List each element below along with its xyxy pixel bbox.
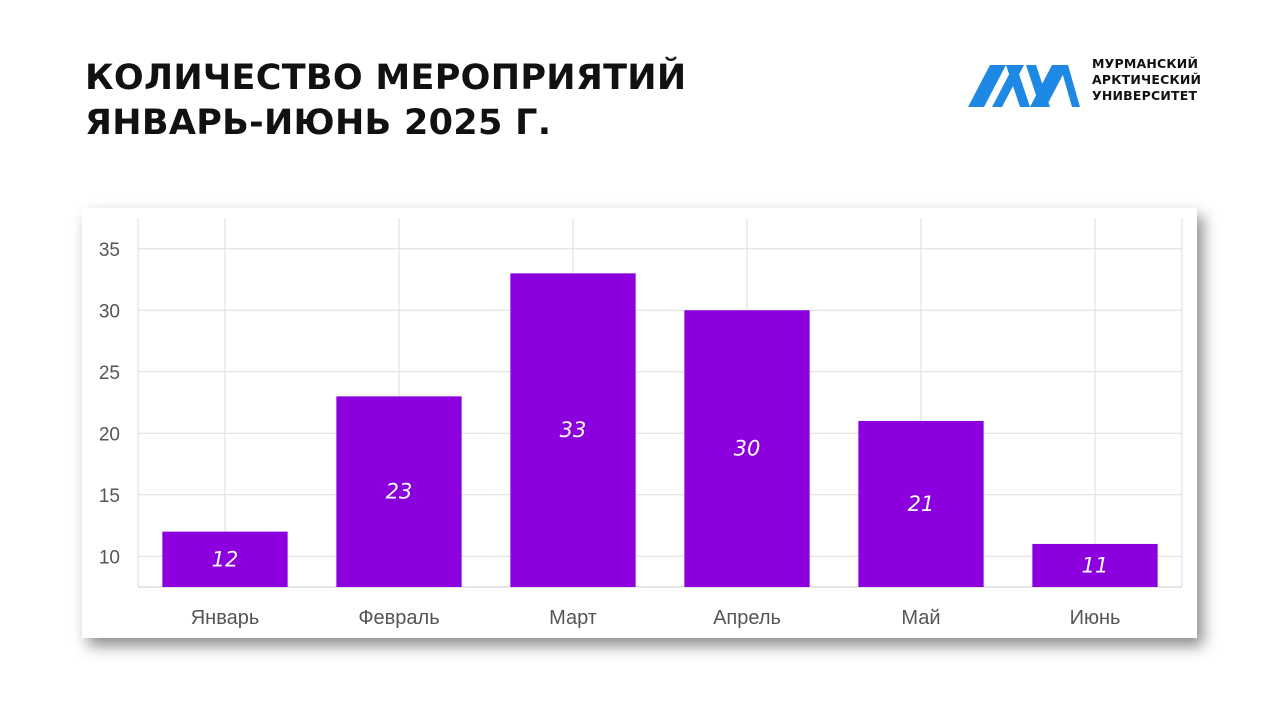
bar-data-label: 23 xyxy=(386,480,413,504)
y-tick-label: 10 xyxy=(99,547,120,568)
university-logo-icon xyxy=(968,65,1080,107)
x-tick-label: Апрель xyxy=(713,607,781,629)
x-tick-label: Февраль xyxy=(358,607,439,629)
bar-data-label: 21 xyxy=(908,492,935,516)
page-title-line-2: ЯНВАРЬ-ИЮНЬ 2025 Г. xyxy=(85,103,552,143)
y-tick-label: 15 xyxy=(99,486,120,507)
x-tick-label: Май xyxy=(901,607,940,629)
bar-data-label: 12 xyxy=(212,547,239,571)
y-tick-label: 30 xyxy=(99,301,120,322)
y-tick-label: 25 xyxy=(99,363,120,384)
bar xyxy=(858,420,984,587)
page-title-line-1: КОЛИЧЕСТВО МЕРОПРИЯТИЙ xyxy=(85,58,687,98)
bar-chart: 10 15 20 25 30 35 12 Январь 23 Февраль 33 Март 30 Апр… xyxy=(99,218,1183,629)
y-tick-label: 20 xyxy=(99,424,120,445)
bar-data-label: 33 xyxy=(560,418,587,442)
logo-text-line-1: МУРМАНСКИЙ xyxy=(1092,56,1199,71)
chart-card: 10 15 20 25 30 35 12 Январь 23 Февраль 33 Март 30 Апр… xyxy=(82,208,1197,638)
page-title: КОЛИЧЕСТВО МЕРОПРИЯТИЙ ЯНВАРЬ-ИЮНЬ 2025 … xyxy=(85,56,686,146)
x-tick-label: Март xyxy=(549,607,597,629)
bar xyxy=(684,310,810,587)
bar xyxy=(336,396,462,587)
y-tick-label: 35 xyxy=(99,240,120,261)
bar xyxy=(162,531,288,587)
logo-text-line-2: АРКТИЧЕСКИЙ xyxy=(1092,72,1202,87)
university-logo-text: МУРМАНСКИЙ АРКТИЧЕСКИЙ УНИВЕРСИТЕТ xyxy=(1092,56,1201,104)
bar-data-label: 30 xyxy=(734,437,761,461)
logo-text-line-3: УНИВЕРСИТЕТ xyxy=(1092,88,1198,103)
bar xyxy=(510,273,636,587)
x-tick-label: Январь xyxy=(191,607,260,629)
bar-data-label: 11 xyxy=(1082,553,1109,577)
bar xyxy=(1032,543,1158,587)
x-tick-label: Июнь xyxy=(1070,607,1121,629)
university-logo: МУРМАНСКИЙ АРКТИЧЕСКИЙ УНИВЕРСИТЕТ xyxy=(968,52,1218,112)
